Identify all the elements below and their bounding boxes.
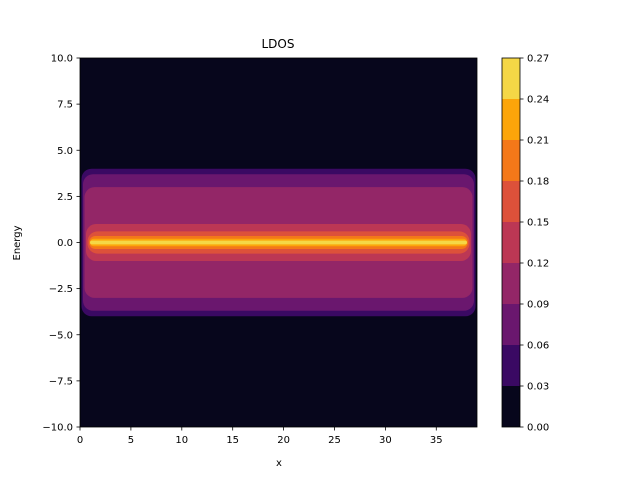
colorbar-tick-label: 0.21 — [527, 136, 549, 147]
chart-title: LDOS — [262, 37, 295, 51]
x-tick-label: 10 — [175, 435, 188, 446]
colorbar-tick-label: 0.18 — [527, 177, 549, 188]
y-tick-label: −5.0 — [49, 330, 73, 341]
x-axis-label: x — [276, 458, 282, 469]
x-tick-label: 15 — [226, 435, 239, 446]
x-tick-label: 30 — [379, 435, 392, 446]
plot-area — [79, 57, 478, 428]
x-axis-ticks: 0 5 10 15 20 25 30 35 — [77, 427, 443, 446]
y-tick-label: −2.5 — [49, 284, 73, 295]
colorbar-tick-label: 0.00 — [527, 423, 549, 434]
y-axis-label: Energy — [12, 225, 23, 260]
colorbar-segment — [502, 386, 520, 427]
colorbar-segment — [502, 58, 520, 99]
colorbar-segment — [502, 99, 520, 140]
colorbar-tick-label: 0.12 — [527, 259, 549, 270]
colorbar-segment — [502, 222, 520, 263]
colorbar-tick-label: 0.06 — [527, 341, 549, 352]
colorbar: 0.00 0.03 0.06 0.09 0.12 0.15 0.18 0.21 0.24 0.27 — [501, 54, 549, 434]
colorbar-tick-label: 0.03 — [527, 382, 549, 393]
colorbar-frame — [501, 57, 521, 428]
y-axis-ticks: 10.0 7.5 5.0 2.5 0.0 −2.5 −5.0 −7.5 −10.0 — [42, 54, 80, 434]
colorbar-segment — [502, 304, 520, 345]
x-tick-label: 0 — [77, 435, 83, 446]
x-tick-label: 35 — [430, 435, 443, 446]
y-tick-label: 10.0 — [51, 54, 73, 65]
colorbar-segment — [502, 181, 520, 222]
x-tick-label: 20 — [277, 435, 290, 446]
y-tick-label: 2.5 — [57, 192, 73, 203]
contour-band-8 — [90, 240, 467, 245]
y-tick-label: −7.5 — [49, 376, 73, 387]
colorbar-segment — [502, 140, 520, 181]
colorbar-segment — [502, 263, 520, 304]
colorbar-segment — [502, 345, 520, 386]
y-tick-label: 5.0 — [57, 146, 73, 157]
colorbar-tick-label: 0.15 — [527, 218, 549, 229]
y-tick-label: 7.5 — [57, 100, 73, 111]
y-tick-label: −10.0 — [42, 423, 73, 434]
colorbar-tick-label: 0.24 — [527, 95, 549, 106]
x-tick-label: 25 — [328, 435, 341, 446]
x-tick-label: 5 — [128, 435, 134, 446]
colorbar-tick-label: 0.09 — [527, 300, 549, 311]
y-tick-label: 0.0 — [57, 238, 73, 249]
colorbar-tick-label: 0.27 — [527, 54, 549, 65]
